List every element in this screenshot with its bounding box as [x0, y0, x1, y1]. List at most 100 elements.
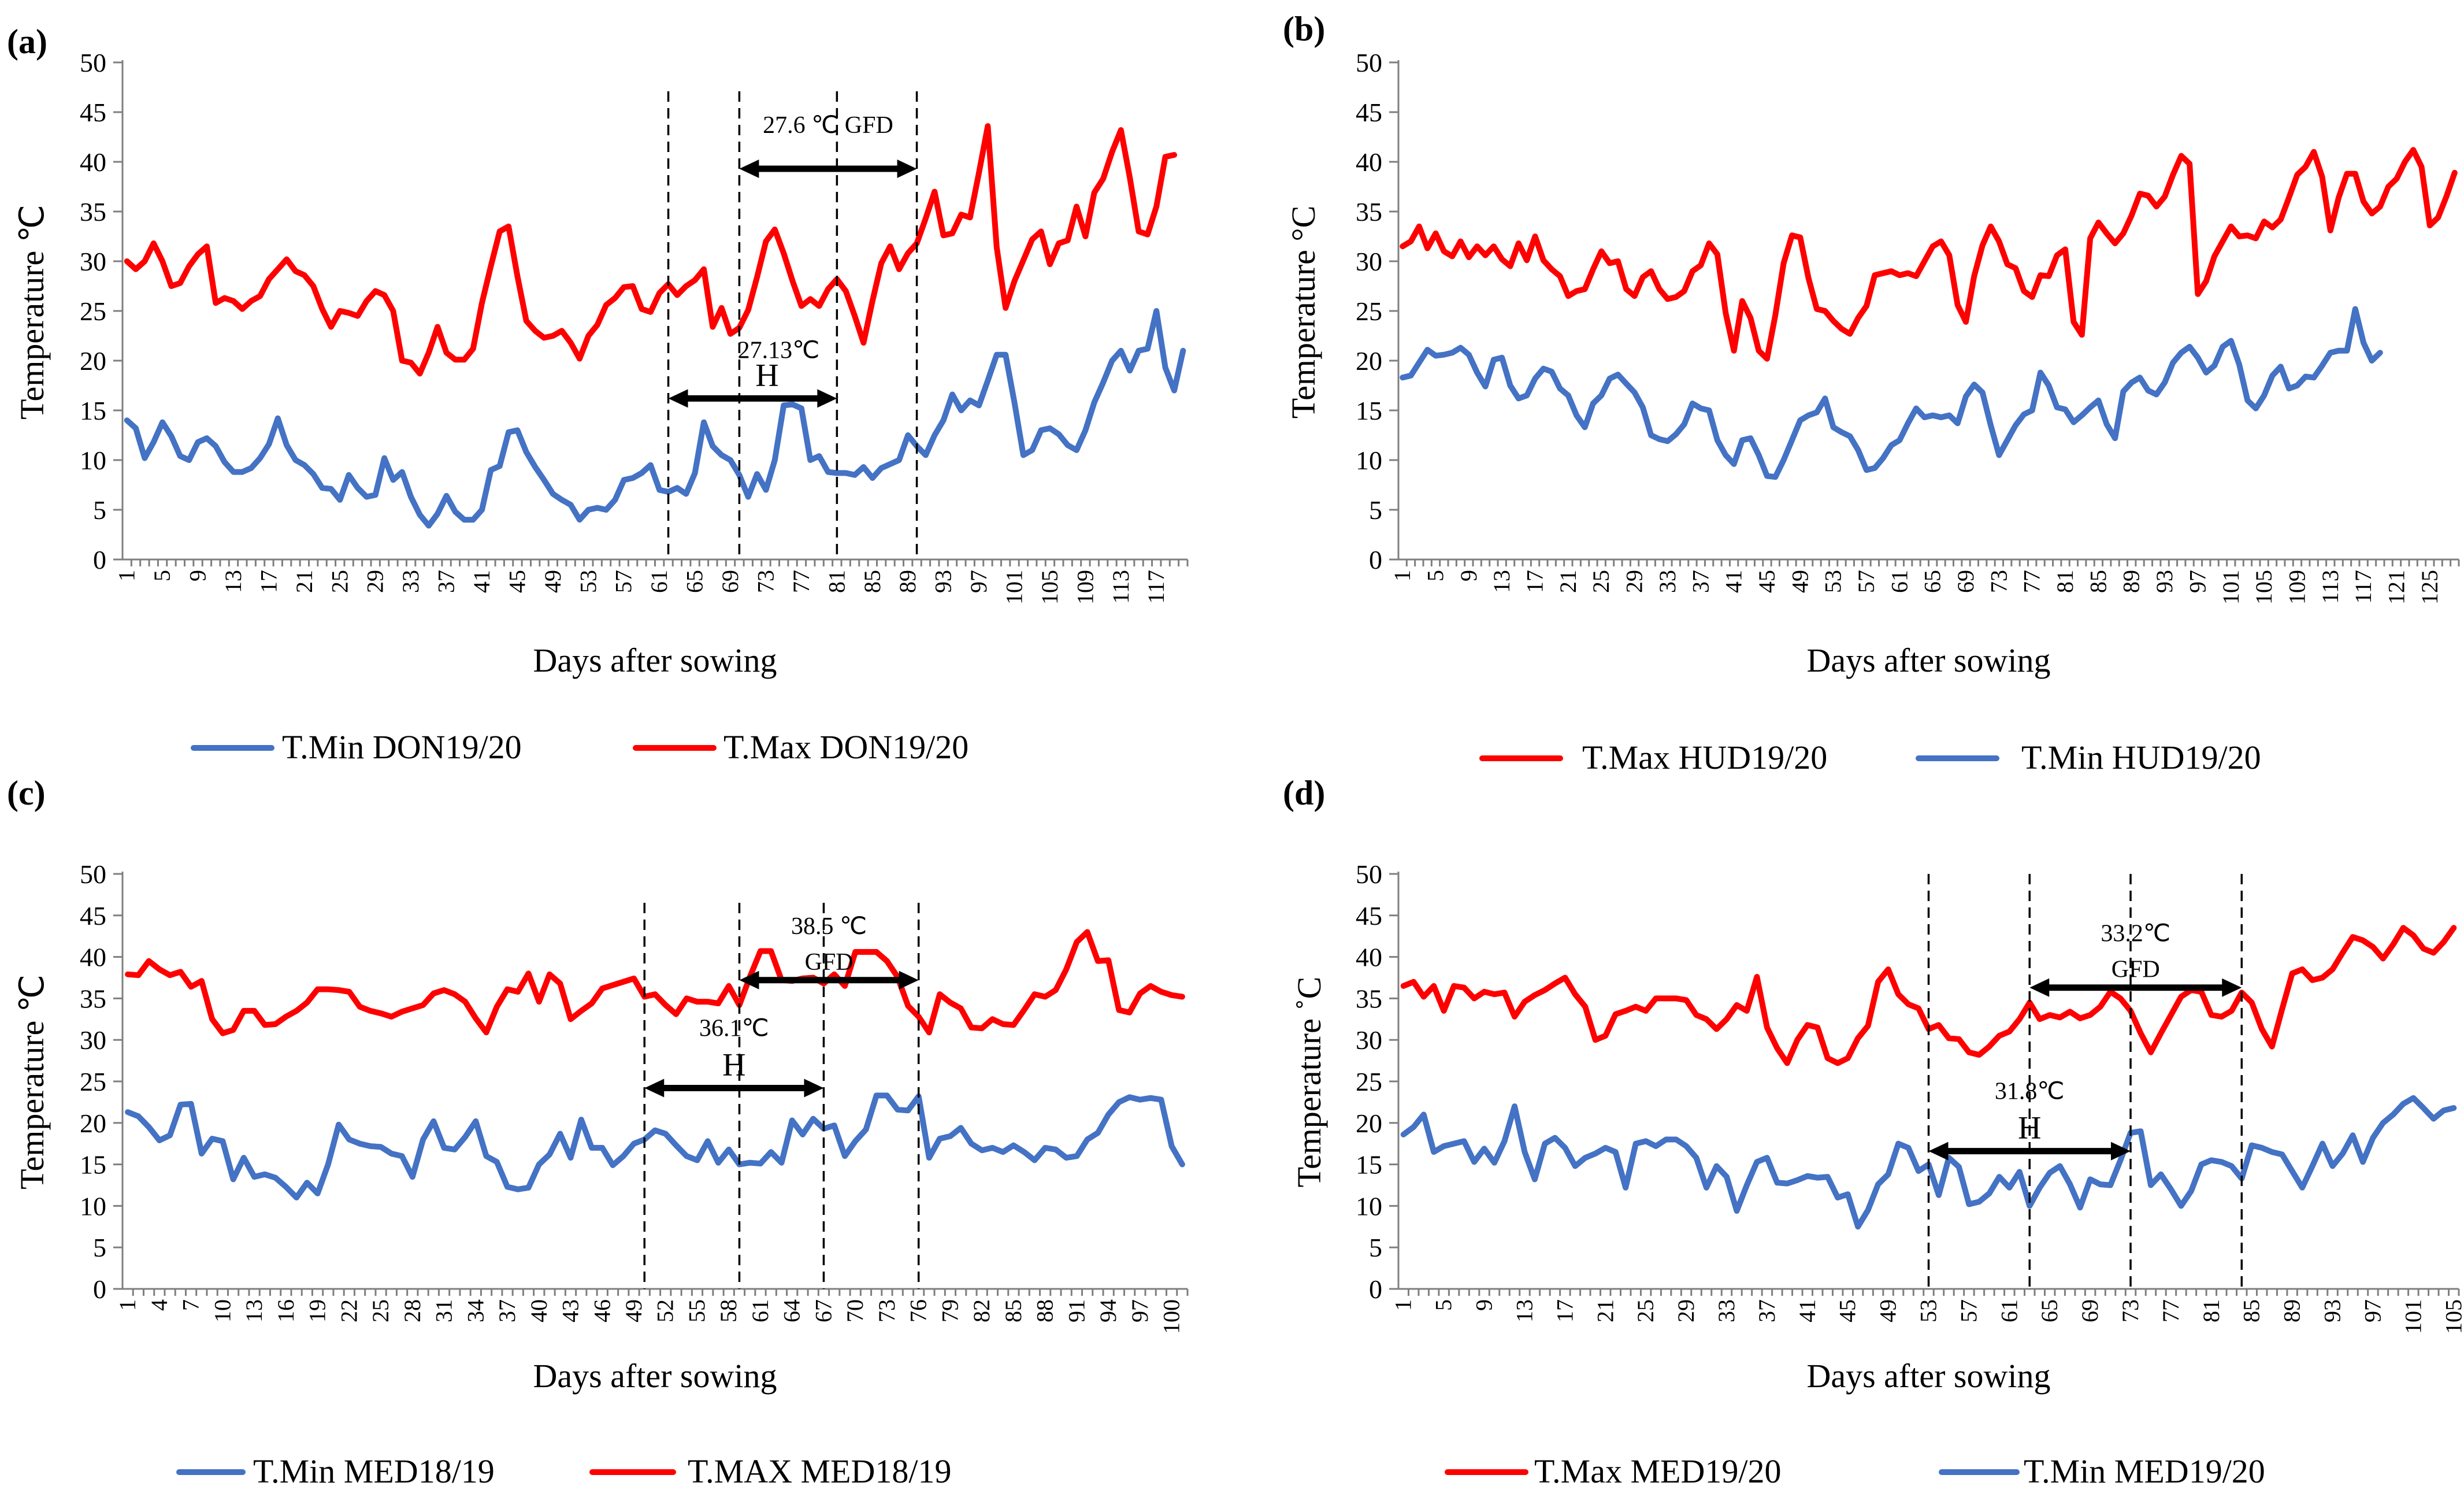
x-tick-label: 89 — [2118, 570, 2144, 593]
x-tick-label: 97 — [2184, 570, 2210, 593]
x-tick-label: 1 — [1389, 570, 1415, 581]
arrow-head-left — [668, 389, 688, 408]
x-tick-label: 49 — [1875, 1299, 1901, 1322]
arrow-head-left — [739, 970, 759, 990]
x-tick-label: 65 — [1920, 570, 1946, 593]
y-axis-title: Temperature ℃ — [13, 974, 51, 1189]
x-tick-label: 5 — [1423, 570, 1449, 581]
x-tick-label: 85 — [859, 570, 885, 593]
x-tick-label: 85 — [2085, 570, 2111, 593]
series-line-tmin — [1400, 306, 2383, 480]
panel-label: (d) — [1283, 774, 1325, 812]
y-tick-label: 40 — [1356, 147, 1382, 177]
y-tick-label: 40 — [1356, 943, 1382, 972]
arrow-head-right — [2111, 1142, 2131, 1161]
x-tick-label: 33 — [1713, 1299, 1739, 1322]
x-tick-label: 97 — [1127, 1299, 1153, 1322]
y-tick-label: 50 — [80, 859, 106, 889]
x-tick-label: 105 — [2251, 570, 2277, 605]
x-tick-label: 37 — [433, 570, 459, 593]
x-tick-label: 31 — [431, 1299, 457, 1322]
x-tick-label: 81 — [2198, 1299, 2224, 1322]
annotation-heading-temp: 36.1℃ — [699, 1015, 769, 1042]
annotation-heading: H — [722, 1047, 745, 1083]
x-tick-label: 33 — [398, 570, 424, 593]
x-tick-label: 79 — [937, 1299, 963, 1322]
x-tick-label: 41 — [1721, 570, 1747, 593]
x-tick-label: 64 — [779, 1299, 805, 1322]
x-tick-label: 117 — [2350, 570, 2376, 604]
annotation-heading: H — [755, 357, 778, 393]
x-tick-label: 73 — [752, 570, 778, 593]
x-tick-label: 101 — [2400, 1299, 2426, 1334]
annotation-gfd: GFD — [805, 949, 854, 976]
x-axis-title: Days after sowing — [1806, 1357, 2050, 1395]
x-axis-title: Days after sowing — [533, 642, 777, 679]
x-tick-label: 53 — [575, 570, 601, 593]
x-tick-label: 40 — [526, 1299, 552, 1322]
x-tick-label: 89 — [2279, 1299, 2305, 1322]
x-tick-label: 73 — [874, 1299, 900, 1322]
series-line-tmax — [1400, 147, 2458, 362]
x-tick-label: 77 — [788, 570, 814, 593]
x-tick-label: 37 — [1687, 570, 1713, 593]
x-tick-label: 101 — [1001, 570, 1027, 605]
x-tick-label: 69 — [2077, 1299, 2103, 1322]
y-tick-label: 15 — [1356, 396, 1382, 425]
x-tick-label: 25 — [1588, 570, 1614, 593]
x-tick-label: 101 — [2218, 570, 2244, 605]
x-tick-label: 1 — [1390, 1299, 1416, 1311]
y-tick-label: 50 — [1356, 48, 1382, 77]
x-tick-label: 97 — [2359, 1299, 2385, 1322]
x-tick-label: 93 — [2151, 570, 2177, 593]
x-tick-label: 73 — [2117, 1299, 2143, 1322]
x-tick-label: 117 — [1143, 570, 1169, 604]
annotation-gfd-temp: 33.2℃ — [2101, 921, 2170, 947]
legend-label: T.Max HUD19/20 — [1582, 739, 1827, 776]
arrow-head-left — [2029, 978, 2050, 997]
x-tick-label: 77 — [2019, 570, 2045, 593]
y-tick-label: 15 — [1356, 1150, 1382, 1180]
y-tick-label: 50 — [1356, 859, 1382, 889]
x-tick-label: 46 — [589, 1299, 615, 1322]
x-tick-label: 53 — [1916, 1299, 1942, 1322]
x-tick-label: 19 — [305, 1299, 331, 1322]
x-tick-label: 81 — [823, 570, 849, 593]
arrow-head-right — [804, 1079, 824, 1098]
x-tick-label: 13 — [1489, 570, 1515, 593]
y-tick-label: 35 — [80, 197, 106, 227]
y-tick-label: 45 — [1356, 901, 1382, 931]
x-tick-label: 97 — [966, 570, 992, 593]
x-tick-label: 29 — [1621, 570, 1647, 593]
x-axis-title: Days after sowing — [533, 1357, 777, 1395]
y-tick-label: 5 — [93, 495, 106, 525]
x-tick-label: 1 — [114, 1299, 140, 1311]
x-tick-label: 9 — [1456, 570, 1482, 581]
y-tick-label: 20 — [1356, 346, 1382, 376]
y-tick-label: 40 — [80, 943, 106, 972]
x-tick-label: 82 — [968, 1299, 994, 1322]
arrow-head-right — [897, 160, 917, 179]
y-tick-label: 0 — [93, 545, 106, 575]
x-axis-title: Days after sowing — [1806, 642, 2050, 679]
x-tick-label: 58 — [715, 1299, 741, 1322]
y-tick-label: 10 — [80, 1191, 106, 1221]
arrow-head-right — [899, 970, 919, 990]
x-tick-label: 93 — [2320, 1299, 2346, 1322]
x-tick-label: 93 — [930, 570, 956, 593]
arrow-head-left — [1928, 1142, 1949, 1161]
x-tick-label: 73 — [1986, 570, 2012, 593]
series-line-tmin — [124, 308, 1186, 529]
x-tick-label: 61 — [646, 570, 672, 593]
x-tick-label: 29 — [1673, 1299, 1699, 1322]
y-axis-title: Temperature °C — [1285, 206, 1322, 419]
y-tick-label: 20 — [80, 346, 106, 376]
legend-label: T.Min HUD19/20 — [2021, 739, 2261, 776]
y-tick-label: 0 — [1369, 545, 1382, 575]
x-tick-label: 34 — [462, 1299, 488, 1322]
y-tick-label: 25 — [1356, 1067, 1382, 1096]
legend-label: T.Min MED19/20 — [2024, 1452, 2265, 1490]
y-tick-label: 45 — [80, 901, 106, 931]
